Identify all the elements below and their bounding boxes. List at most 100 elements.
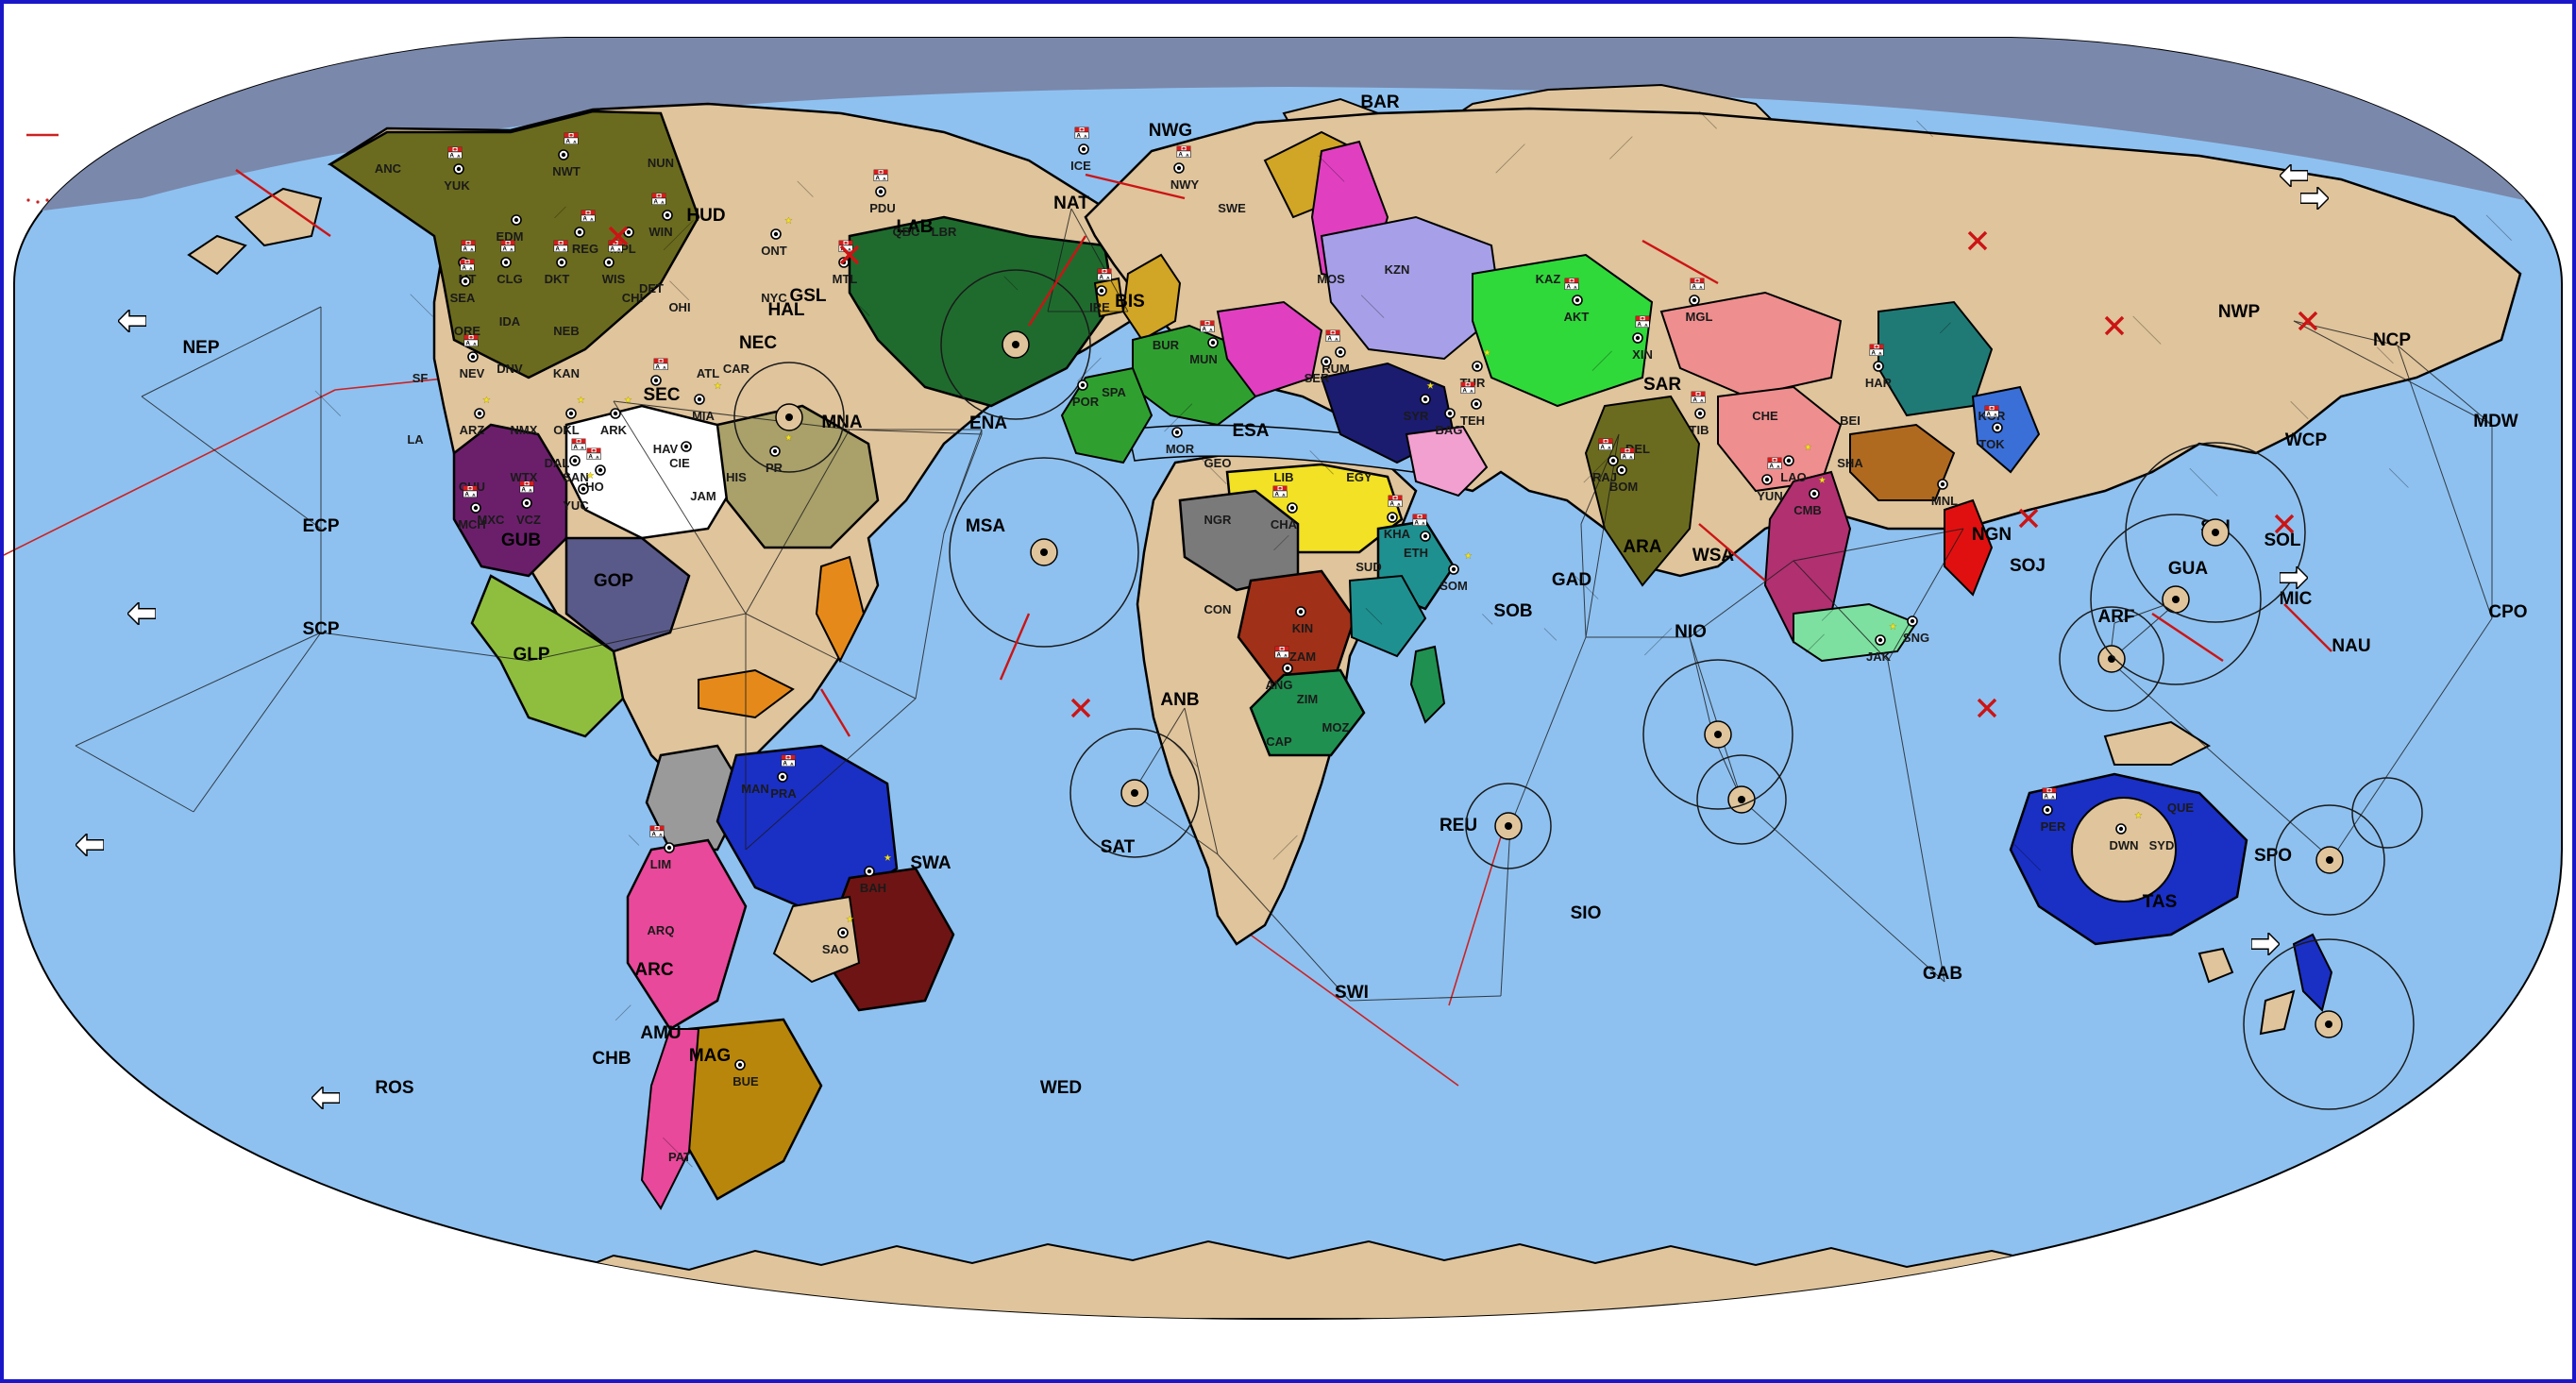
svg-text:SWE: SWE [1218,201,1246,215]
svg-text:MXC: MXC [478,513,506,527]
svg-text:CAR: CAR [723,362,750,376]
svg-text:LIM: LIM [650,857,671,871]
svg-text:CHE: CHE [1752,409,1778,423]
svg-text:GUA: GUA [2168,559,2209,579]
svg-text:GUB: GUB [501,531,541,550]
svg-text:CHB: CHB [592,1049,631,1069]
svg-text:AKT: AKT [1564,310,1590,324]
svg-text:REU: REU [1440,816,1477,835]
svg-text:GSL: GSL [789,286,826,306]
svg-text:ONT: ONT [761,244,787,258]
svg-text:BEI: BEI [1840,413,1860,428]
svg-text:DAL: DAL [545,456,570,470]
svg-text:TOK: TOK [1978,437,2005,451]
svg-text:SOL: SOL [2264,531,2300,550]
svg-text:BAR: BAR [1360,93,1399,112]
svg-text:PDU: PDU [869,201,895,215]
svg-text:ANG: ANG [1266,678,1293,692]
svg-text:MTL: MTL [833,272,858,286]
svg-text:LIB: LIB [1274,470,1294,484]
svg-text:BUE: BUE [732,1074,759,1088]
svg-text:PER: PER [2041,819,2066,834]
svg-text:NAU: NAU [2332,636,2370,656]
svg-text:LAO: LAO [1780,470,1806,484]
svg-text:MDW: MDW [2473,412,2518,431]
svg-text:ARA: ARA [1623,537,1661,557]
svg-text:BAG: BAG [1436,423,1463,437]
svg-text:KZN: KZN [1385,262,1410,277]
svg-text:SAR: SAR [1643,375,1681,395]
svg-text:DKT: DKT [545,272,570,286]
svg-text:NGN: NGN [1972,525,2012,545]
svg-text:ESA: ESA [1232,421,1269,441]
svg-text:HIS: HIS [726,470,747,484]
svg-text:NEV: NEV [460,366,485,380]
svg-text:MOS: MOS [1317,272,1345,286]
svg-text:REG: REG [572,242,598,256]
svg-text:GOP: GOP [594,571,634,591]
svg-text:WIN: WIN [648,225,672,239]
svg-text:OKL: OKL [553,423,580,437]
svg-text:TIB: TIB [1690,423,1709,437]
svg-text:SWA: SWA [910,853,951,873]
svg-text:MSA: MSA [966,516,1006,536]
svg-text:KAZ: KAZ [1536,272,1561,286]
svg-text:SHA: SHA [1837,456,1863,470]
svg-text:PRA: PRA [770,786,797,801]
svg-text:ZAM: ZAM [1289,649,1316,664]
svg-text:LA: LA [407,432,424,447]
svg-text:ANC: ANC [375,161,402,176]
svg-text:KAN: KAN [553,366,580,380]
svg-text:MIA: MIA [692,409,715,423]
svg-text:NGR: NGR [1204,513,1233,527]
svg-text:ATL: ATL [697,366,719,380]
svg-text:CHA: CHA [1271,517,1298,531]
svg-text:EGY: EGY [1346,470,1372,484]
svg-text:SYR: SYR [1404,409,1429,423]
svg-text:DET: DET [639,281,664,295]
svg-text:SOB: SOB [1493,601,1532,621]
svg-text:JAM: JAM [690,489,716,503]
svg-text:MUN: MUN [1189,352,1218,366]
svg-text:QBC: QBC [893,225,921,239]
svg-text:TAS: TAS [2143,892,2178,912]
svg-text:SNG: SNG [1903,631,1929,645]
svg-text:CPO: CPO [2488,602,2527,622]
svg-text:SEC: SEC [643,385,680,405]
svg-text:JAK: JAK [1866,649,1892,664]
svg-text:SYD: SYD [2149,838,2175,852]
svg-text:ZIM: ZIM [1297,692,1318,706]
svg-text:ENA: ENA [969,413,1007,433]
svg-text:HAV: HAV [653,442,679,456]
svg-text:XIN: XIN [1632,347,1653,362]
svg-text:SIO: SIO [1571,903,1602,923]
svg-text:BIS: BIS [1115,292,1145,312]
svg-text:GAB: GAB [1923,964,1962,984]
svg-text:SCP: SCP [302,619,339,639]
svg-text:YUN: YUN [1757,489,1782,503]
svg-text:MOR: MOR [1166,442,1195,456]
svg-text:CMB: CMB [1793,503,1822,517]
svg-text:NUN: NUN [648,156,674,170]
svg-text:NIO: NIO [1675,622,1707,642]
svg-text:MAN: MAN [741,782,769,796]
svg-text:SOJ: SOJ [2010,556,2046,576]
svg-text:ANB: ANB [1160,690,1199,710]
svg-text:SAO: SAO [822,942,849,956]
svg-text:WED: WED [1040,1078,1082,1098]
svg-text:NEP: NEP [182,338,219,358]
svg-text:TEH: TEH [1460,413,1485,428]
svg-text:YUC: YUC [563,498,589,513]
svg-text:HAR: HAR [1865,376,1893,390]
svg-text:SUD: SUD [1355,560,1381,574]
svg-text:KHA: KHA [1384,527,1411,541]
svg-text:CIE: CIE [669,456,690,470]
svg-text:GLP: GLP [513,645,549,665]
svg-text:PAT: PAT [668,1150,691,1164]
svg-text:MOZ: MOZ [1322,720,1350,734]
svg-text:SF: SF [412,371,429,385]
svg-text:MNL: MNL [1931,494,1958,508]
svg-text:WCP: WCP [2285,430,2328,450]
svg-text:NMX: NMX [511,423,538,437]
svg-text:IDA: IDA [499,314,521,329]
